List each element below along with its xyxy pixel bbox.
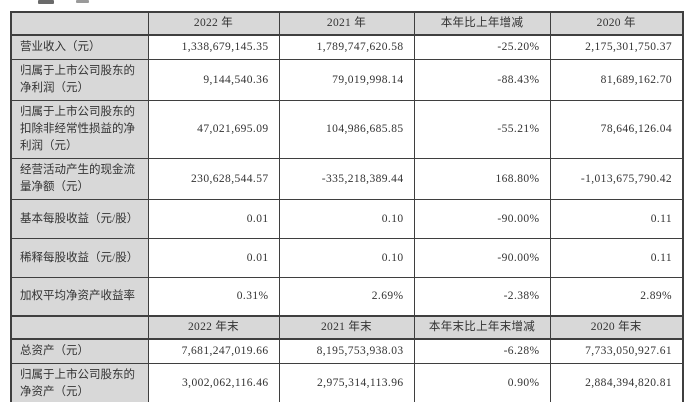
value-2021: 2,975,314,113.96: [278, 362, 415, 402]
metric-label: 归属于上市公司股东的净资产（元）: [10, 362, 149, 402]
value-2021: 1,789,747,620.58: [278, 34, 415, 60]
value-2021: 8,195,753,938.03: [278, 338, 415, 364]
value-2022: 7,681,247,019.66: [147, 338, 280, 364]
value-2021: 79,019,998.14: [278, 59, 415, 101]
metric-label: 总资产（元）: [10, 338, 149, 364]
value-2021: 0.10: [278, 199, 415, 239]
value-2022: 0.01: [147, 199, 280, 239]
column-header-2020-end: 2020 年末: [549, 315, 684, 340]
cropped-text-artifact: [76, 0, 89, 3]
metric-label: 归属于上市公司股东的净利润（元）: [10, 59, 149, 101]
column-header-2020: 2020 年: [549, 11, 684, 36]
value-2020: 78,646,126.04: [549, 100, 684, 159]
value-2020: 0.11: [549, 238, 684, 278]
column-header-yoy-change: 本年比上年增减: [413, 11, 551, 36]
year-end-header-row: 2022 年末 2021 年末 本年末比上年末增减 2020 年末: [10, 315, 684, 340]
header-blank-cell: [10, 11, 149, 36]
value-2021: -335,218,389.44: [278, 158, 415, 200]
column-header-2021: 2021 年: [278, 11, 415, 36]
value-2021: 2.69%: [278, 277, 415, 317]
value-2020: 2,884,394,820.81: [549, 362, 684, 402]
metric-label: 加权平均净资产收益率: [10, 277, 149, 317]
value-2022: 0.31%: [147, 277, 280, 317]
table-row-net-profit: 归属于上市公司股东的净利润（元） 9,144,540.36 79,019,998…: [10, 59, 684, 101]
table-row-total-assets: 总资产（元） 7,681,247,019.66 8,195,753,938.03…: [10, 338, 684, 364]
column-header-year-end-change: 本年末比上年末增减: [413, 315, 551, 340]
metric-label: 经营活动产生的现金流量净额（元）: [10, 158, 149, 200]
value-change: 0.90%: [413, 362, 551, 402]
value-2020: 2,175,301,750.37: [549, 34, 684, 60]
value-change: 168.80%: [413, 158, 551, 200]
table-row-weighted-avg-roe: 加权平均净资产收益率 0.31% 2.69% -2.38% 2.89%: [10, 277, 684, 317]
value-change: -25.20%: [413, 34, 551, 60]
header-blank-cell: [10, 315, 149, 340]
value-2020: 0.11: [549, 199, 684, 239]
metric-label: 基本每股收益（元/股）: [10, 199, 149, 239]
value-2022: 1,338,679,145.35: [147, 34, 280, 60]
value-change: -6.28%: [413, 338, 551, 364]
table-row-operating-cash-flow: 经营活动产生的现金流量净额（元） 230,628,544.57 -335,218…: [10, 158, 684, 200]
value-2021: 0.10: [278, 238, 415, 278]
column-header-2022: 2022 年: [147, 11, 280, 36]
value-2020: -1,013,675,790.42: [549, 158, 684, 200]
value-2020: 2.89%: [549, 277, 684, 317]
annual-header-row: 2022 年 2021 年 本年比上年增减 2020 年: [10, 11, 684, 36]
value-2020: 7,733,050,927.61: [549, 338, 684, 364]
value-change: -90.00%: [413, 199, 551, 239]
value-2022: 0.01: [147, 238, 280, 278]
value-2022: 9,144,540.36: [147, 59, 280, 101]
table-row-revenue: 营业收入（元） 1,338,679,145.35 1,789,747,620.5…: [10, 34, 684, 60]
cropped-text-artifact: [38, 0, 54, 4]
value-2022: 230,628,544.57: [147, 158, 280, 200]
table-row-diluted-eps: 稀释每股收益（元/股） 0.01 0.10 -90.00% 0.11: [10, 238, 684, 278]
value-2020: 81,689,162.70: [549, 59, 684, 101]
table-row-net-assets: 归属于上市公司股东的净资产（元） 3,002,062,116.46 2,975,…: [10, 362, 684, 402]
value-2022: 3,002,062,116.46: [147, 362, 280, 402]
key-financials-table: 2022 年 2021 年 本年比上年增减 2020 年 营业收入（元） 1,3…: [10, 11, 684, 402]
column-header-2021-end: 2021 年末: [278, 315, 415, 340]
metric-label: 营业收入（元）: [10, 34, 149, 60]
value-change: -88.43%: [413, 59, 551, 101]
table-row-basic-eps: 基本每股收益（元/股） 0.01 0.10 -90.00% 0.11: [10, 199, 684, 239]
value-change: -2.38%: [413, 277, 551, 317]
value-change: -55.21%: [413, 100, 551, 159]
value-2022: 47,021,695.09: [147, 100, 280, 159]
metric-label: 稀释每股收益（元/股）: [10, 238, 149, 278]
column-header-2022-end: 2022 年末: [147, 315, 280, 340]
value-2021: 104,986,685.85: [278, 100, 415, 159]
metric-label: 归属于上市公司股东的扣除非经常性损益的净利润（元）: [10, 100, 149, 159]
table-row-net-profit-excl-nonrecurring: 归属于上市公司股东的扣除非经常性损益的净利润（元） 47,021,695.09 …: [10, 100, 684, 159]
value-change: -90.00%: [413, 238, 551, 278]
